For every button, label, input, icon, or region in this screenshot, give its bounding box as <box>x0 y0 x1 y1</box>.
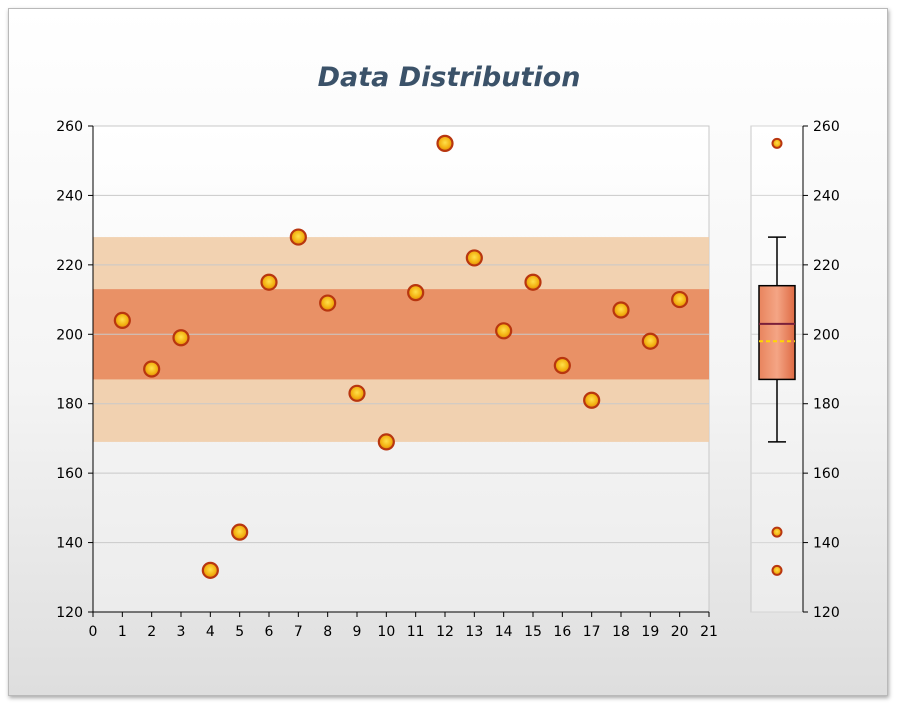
points-layer <box>113 134 689 579</box>
y-tick-label: 140 <box>56 536 83 552</box>
box-gridlines <box>751 125 803 613</box>
x-tick-label: 21 <box>700 624 718 640</box>
x-tick-label: 14 <box>495 624 513 640</box>
data-point <box>641 332 659 350</box>
y-tick-label: 220 <box>56 258 83 274</box>
data-point <box>465 249 483 267</box>
x-tick-label: 1 <box>118 624 127 640</box>
box-iqr <box>758 284 796 381</box>
data-point <box>553 356 571 375</box>
box-y-tick-label: 220 <box>813 258 840 274</box>
data-point <box>231 523 249 541</box>
y-tick-label: 200 <box>56 327 83 343</box>
data-point <box>319 294 337 312</box>
box-shapes <box>758 137 796 576</box>
y-tick-label: 120 <box>56 605 83 621</box>
data-point <box>495 322 513 340</box>
data-point <box>407 284 425 302</box>
x-tick-label: 17 <box>583 624 601 640</box>
data-point <box>143 360 161 378</box>
data-point <box>201 561 219 579</box>
x-tick-label: 12 <box>436 624 454 640</box>
x-tick-label: 5 <box>235 624 244 640</box>
box-y-tick-label: 140 <box>813 536 840 552</box>
y-tick-label: 180 <box>56 397 83 413</box>
x-tick-label: 18 <box>612 624 630 640</box>
data-point <box>289 228 307 246</box>
data-point <box>671 290 689 309</box>
chart-frame: Data Distribution 120 140 160 180 200 220 240 2… <box>8 8 888 696</box>
x-tick-label: 6 <box>265 624 274 640</box>
box-y-tick-label: 200 <box>813 327 840 343</box>
data-point <box>583 391 601 409</box>
box-y-tick-label: 240 <box>813 188 840 204</box>
x-tick-label: 16 <box>553 624 571 640</box>
data-point <box>260 273 278 291</box>
data-point <box>172 329 190 347</box>
x-tick-label: 19 <box>641 624 659 640</box>
data-point <box>113 311 131 329</box>
x-tick-label: 9 <box>353 624 362 640</box>
box-axes: 120 140 160 180 200 220 240 260 <box>802 119 840 621</box>
chart-canvas: Data Distribution 1201401601802002202402… <box>56 62 840 640</box>
x-tick-label: 2 <box>147 624 156 640</box>
x-tick-label: 13 <box>465 624 483 640</box>
y-tick-label: 160 <box>56 466 83 482</box>
data-point <box>612 301 630 319</box>
data-point <box>348 384 366 402</box>
box-y-tick-label: 120 <box>813 605 840 621</box>
outlier-point <box>771 137 783 149</box>
x-tick-label: 15 <box>524 624 542 640</box>
box-y-tick-label: 260 <box>813 119 840 135</box>
x-tick-label: 8 <box>323 624 332 640</box>
box-y-tick-label: 160 <box>813 466 840 482</box>
x-tick-label: 7 <box>294 624 303 640</box>
data-point <box>436 134 454 152</box>
chart-title: Data Distribution <box>318 62 581 93</box>
x-tick-label: 3 <box>177 624 186 640</box>
x-tick-label: 11 <box>407 624 425 640</box>
y-tick-label: 260 <box>56 119 83 135</box>
data-point <box>524 273 542 291</box>
box-y-tick-label: 180 <box>813 397 840 413</box>
x-tick-label: 20 <box>671 624 689 640</box>
y-tick-label: 240 <box>56 188 83 204</box>
data-point <box>377 433 395 451</box>
outlier-point <box>771 564 783 576</box>
box-plot: 120 140 160 180 200 220 240 260 <box>750 119 840 621</box>
x-tick-label: 0 <box>89 624 98 640</box>
x-tick-label: 10 <box>377 624 395 640</box>
x-tick-label: 4 <box>206 624 215 640</box>
outlier-point <box>771 526 783 538</box>
